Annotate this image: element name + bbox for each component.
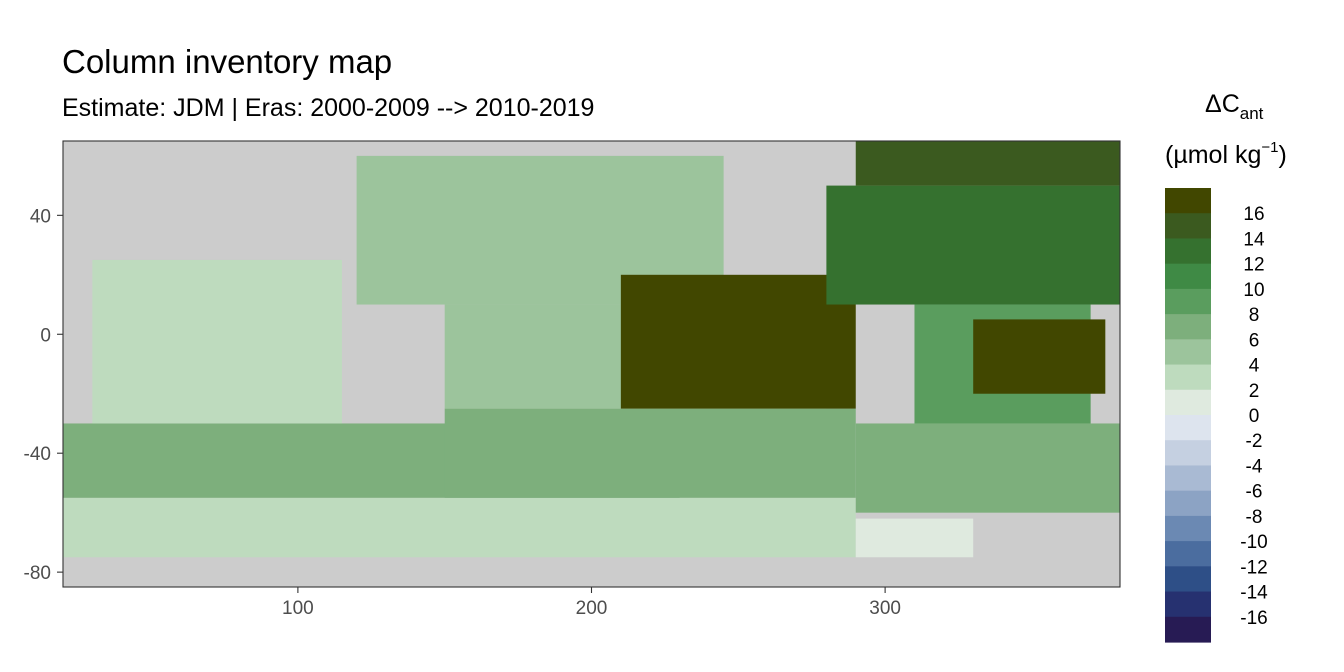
legend-title-subscript: ant bbox=[1240, 104, 1264, 123]
region-cell bbox=[92, 259, 342, 424]
legend-title-symbol: ΔCant bbox=[1205, 90, 1264, 123]
legend-swatch bbox=[1165, 591, 1211, 618]
legend-break-label: -10 bbox=[1240, 532, 1267, 553]
region-cell bbox=[973, 319, 1106, 394]
chart-title: Column inventory map bbox=[62, 43, 393, 80]
y-tick-label: -40 bbox=[24, 444, 51, 465]
chart-subtitle: Estimate: JDM | Eras: 2000-2009 --> 2010… bbox=[62, 94, 595, 122]
y-tick-label: 0 bbox=[40, 325, 51, 346]
legend-break-label: 8 bbox=[1249, 305, 1260, 326]
y-tick-label: -80 bbox=[24, 563, 51, 584]
legend-break-label: -8 bbox=[1246, 507, 1263, 528]
legend-swatch bbox=[1165, 515, 1211, 542]
legend-swatch bbox=[1165, 288, 1211, 315]
legend-break-label: 4 bbox=[1249, 356, 1260, 377]
region-cell bbox=[444, 408, 856, 498]
legend-swatch bbox=[1165, 213, 1211, 240]
map-panel bbox=[62, 140, 1121, 588]
legend-swatch bbox=[1165, 415, 1211, 441]
legend-title-unit: (µmol kg−1) bbox=[1165, 139, 1287, 169]
legend-break-label: -12 bbox=[1240, 557, 1267, 578]
legend-break-label: 16 bbox=[1243, 204, 1264, 225]
legend-break-label: 2 bbox=[1249, 381, 1260, 402]
legend-break-label: -6 bbox=[1246, 482, 1263, 503]
legend-break-label: 6 bbox=[1249, 330, 1260, 351]
region-cell bbox=[855, 423, 1120, 513]
region-cell bbox=[855, 518, 974, 558]
legend-swatch bbox=[1165, 616, 1211, 643]
legend-swatch bbox=[1165, 465, 1211, 492]
legend-break-label: 0 bbox=[1249, 406, 1260, 427]
legend-swatch bbox=[1165, 314, 1211, 340]
legend-break-label: 10 bbox=[1243, 280, 1264, 301]
region-cell bbox=[63, 497, 856, 558]
legend-break-label: 12 bbox=[1243, 255, 1264, 276]
legend-swatch bbox=[1165, 389, 1211, 416]
legend-break-label: 14 bbox=[1243, 229, 1265, 250]
legend-swatch bbox=[1165, 339, 1211, 366]
legend-swatch bbox=[1165, 440, 1211, 467]
legend-swatch bbox=[1165, 263, 1211, 290]
legend-break-label: -14 bbox=[1240, 583, 1268, 604]
legend-title-exponent: −1 bbox=[1261, 139, 1278, 156]
legend-break-label: -4 bbox=[1246, 456, 1263, 477]
legend-swatch bbox=[1165, 188, 1211, 214]
ocean-cells bbox=[63, 141, 1120, 558]
color-legend: ΔCant (µmol kg−1) 16 14 12 10 8 6 4 2 0 -2 -4 -6 -8 -… bbox=[1165, 90, 1287, 643]
region-cell bbox=[620, 274, 856, 409]
legend-swatch bbox=[1165, 364, 1211, 391]
x-tick-label: 100 bbox=[282, 598, 314, 619]
legend-swatch bbox=[1165, 490, 1211, 517]
legend-swatch bbox=[1165, 541, 1211, 567]
region-cell bbox=[855, 141, 1120, 186]
legend-swatch bbox=[1165, 238, 1211, 265]
legend-break-label: -16 bbox=[1240, 608, 1267, 629]
y-tick-label: 40 bbox=[30, 206, 51, 227]
region-cell bbox=[826, 185, 1120, 305]
x-tick-label: 300 bbox=[869, 598, 901, 619]
legend-break-label: -2 bbox=[1246, 431, 1263, 452]
x-tick-label: 200 bbox=[576, 598, 608, 619]
legend-swatch bbox=[1165, 566, 1211, 593]
